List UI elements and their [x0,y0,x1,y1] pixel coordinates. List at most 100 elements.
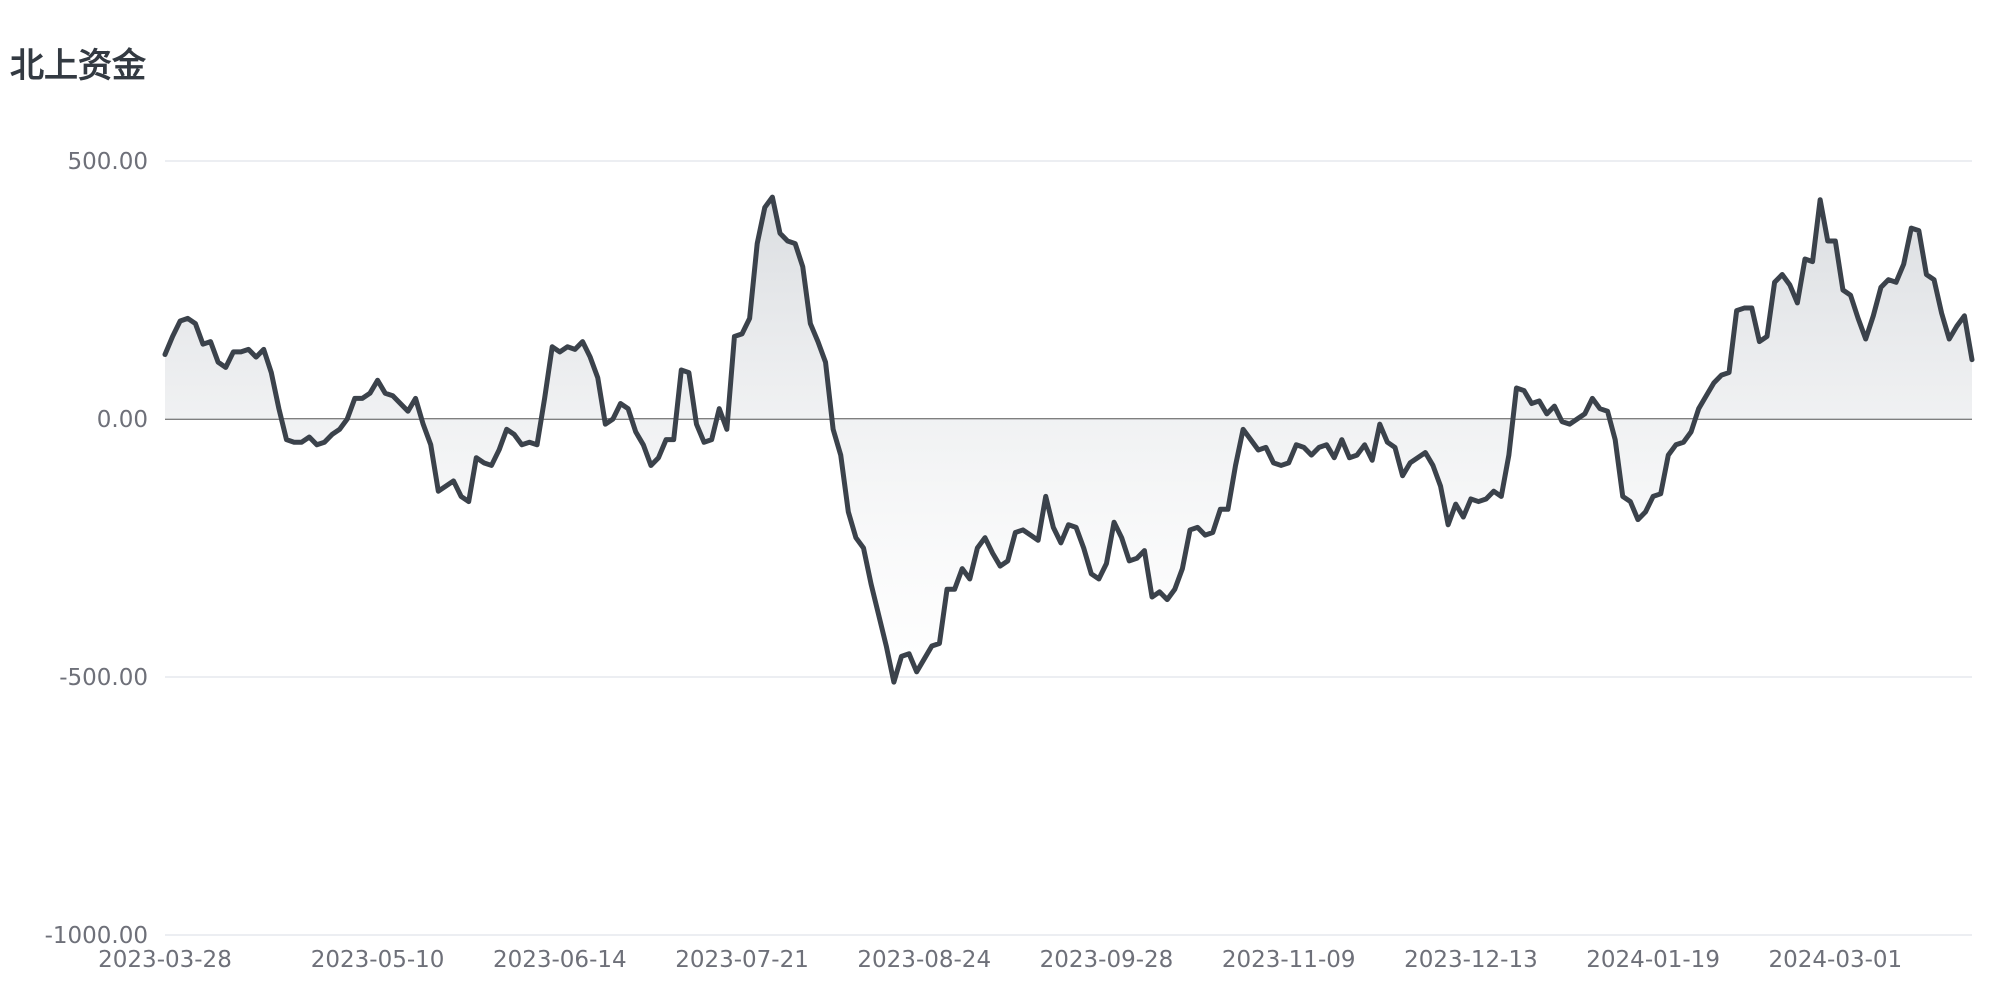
data-point [467,500,471,504]
data-point [1272,461,1276,465]
data-point [1416,456,1420,460]
data-point [1317,445,1321,449]
data-point [991,551,995,555]
data-point [163,353,167,357]
x-tick-label: 2024-01-19 [1586,947,1720,973]
data-point [1378,422,1382,426]
data-point [1568,422,1572,426]
data-point [406,409,410,413]
data-point [1955,324,1959,328]
data-point [717,407,721,411]
y-tick-label: -500.00 [59,665,148,691]
data-point [1719,373,1723,377]
data-point [1560,420,1564,424]
data-point [1142,549,1146,553]
data-point [1575,417,1579,421]
data-point [1697,407,1701,411]
data-point [854,536,858,540]
data-point [1689,430,1693,434]
data-point [649,463,653,467]
data-point [801,265,805,269]
data-point [1651,494,1655,498]
data-point [1211,531,1215,535]
data-point [603,422,607,426]
data-point [831,427,835,431]
series-area [165,197,1972,682]
data-point [1173,587,1177,591]
data-point [1150,595,1154,599]
data-point [1059,541,1063,545]
data-point [975,546,979,550]
data-point [527,440,531,444]
data-point [596,376,600,380]
data-point [497,448,501,452]
data-point [573,347,577,351]
data-point [1583,412,1587,416]
data-point [1621,494,1625,498]
y-tick-label: -1000.00 [45,923,148,949]
data-point [1947,337,1951,341]
data-point [444,484,448,488]
data-point [884,644,888,648]
data-point [1218,507,1222,511]
data-point [1006,559,1010,563]
data-point [1393,445,1397,449]
data-point [778,231,782,235]
data-point [1902,262,1906,266]
data-point [907,652,911,656]
data-point [1841,288,1845,292]
data-point [1287,461,1291,465]
data-point [1590,396,1594,400]
data-point [1241,427,1245,431]
data-point [1917,229,1921,233]
data-point [1537,399,1541,403]
data-point [171,334,175,338]
data-point [452,479,456,483]
data-point [558,350,562,354]
data-point [755,242,759,246]
data-point [588,355,592,359]
data-point [345,417,349,421]
data-point [960,567,964,571]
data-point [1120,536,1124,540]
data-point [1127,559,1131,563]
data-point [376,378,380,382]
data-point [1264,445,1268,449]
data-point [284,438,288,442]
data-point [277,407,281,411]
data-point [1628,500,1632,504]
data-point [1158,590,1162,594]
data-point [937,641,941,645]
data-point [1924,273,1928,277]
data-point [421,422,425,426]
data-point [1476,500,1480,504]
x-tick-label: 2023-12-13 [1404,947,1538,973]
data-point [869,582,873,586]
data-point [1074,525,1078,529]
data-point [1750,306,1754,310]
data-point [1492,489,1496,493]
data-point [1013,531,1017,535]
data-point [1234,463,1238,467]
data-point [1773,280,1777,284]
data-point [186,316,190,320]
data-point [748,316,752,320]
data-point [1309,453,1313,457]
data-point [1666,453,1670,457]
data-point [216,360,220,364]
data-point [1909,226,1913,230]
data-point [1469,497,1473,501]
data-point [763,205,767,209]
data-point [322,440,326,444]
data-point [338,427,342,431]
data-point [535,443,539,447]
data-point [1507,453,1511,457]
data-point [1302,445,1306,449]
data-point [1256,448,1260,452]
data-point [1644,510,1648,514]
data-point [725,427,729,431]
data-point [1484,497,1488,501]
data-point [1347,456,1351,460]
data-point [1051,525,1055,529]
data-point [1727,371,1731,375]
